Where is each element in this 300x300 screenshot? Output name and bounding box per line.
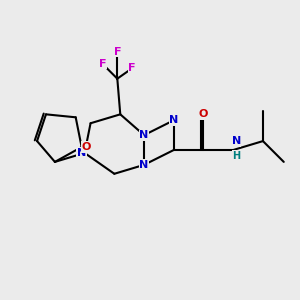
Text: N: N [140,160,149,170]
Text: F: F [99,59,106,69]
Text: F: F [114,47,121,57]
Text: N: N [169,115,178,125]
Text: O: O [199,109,208,119]
Text: O: O [81,142,91,152]
Text: F: F [128,63,136,73]
Text: N: N [232,136,241,146]
Text: N: N [140,130,149,140]
Text: H: H [232,151,240,161]
Text: N: N [77,148,86,158]
